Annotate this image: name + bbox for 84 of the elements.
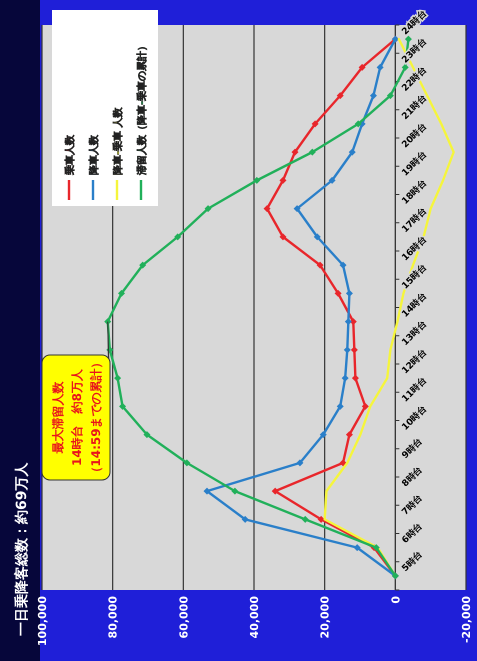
legend-item: 降車人数 [89, 135, 100, 200]
legend-item: 降車-乗車 人数 [113, 107, 124, 200]
y-tick-label: 12時台 [400, 346, 430, 376]
point [204, 488, 211, 495]
point [118, 290, 125, 297]
point [253, 176, 260, 184]
point [346, 431, 353, 438]
point [370, 92, 377, 100]
y-tick-label: 24時台 [400, 8, 430, 38]
point [119, 402, 126, 410]
y-tick-label: 15時台 [400, 262, 430, 292]
point [231, 488, 238, 495]
point [174, 233, 182, 240]
point [316, 262, 324, 269]
y-tick-label: 23時台 [400, 36, 430, 66]
point [342, 374, 349, 382]
x-tick-label: 60,000 [177, 596, 190, 638]
x-tick-label: 40,000 [248, 596, 261, 638]
point [143, 431, 150, 438]
y-tick-label: 18時台 [400, 177, 430, 207]
point [328, 176, 336, 184]
point [139, 262, 146, 269]
legend-item: 滞留人数（降車-乗車の累計） [137, 40, 148, 200]
point [404, 36, 412, 43]
point [183, 459, 190, 466]
annotation: （14:59までの累計） [89, 356, 103, 479]
point [302, 516, 309, 523]
annotation: 14時台 約8万人 [70, 368, 84, 466]
x-tick-label: -20,000 [460, 596, 473, 644]
y-tick-label: 16時台 [400, 234, 430, 264]
y-tick-label: 5時台 [400, 549, 425, 574]
point [336, 92, 344, 100]
y-tick-label: 17時台 [400, 206, 430, 235]
point [314, 233, 321, 240]
point [264, 205, 271, 212]
point [204, 205, 212, 212]
point [296, 459, 304, 466]
y-tick-label: 9時台 [400, 436, 425, 461]
y-tick-label: 22時台 [400, 64, 430, 94]
point [348, 148, 356, 156]
point [350, 346, 358, 354]
x-tick-label: 20,000 [318, 596, 332, 638]
text: 一日乗降客総数：約69万人 [13, 462, 30, 636]
y-tick-label: 13時台 [400, 318, 430, 348]
x-tick-label: 100,000 [36, 596, 49, 646]
point [354, 120, 362, 128]
point [346, 290, 353, 297]
point [279, 233, 286, 240]
y-tick-label: 21時台 [400, 92, 430, 122]
point [344, 346, 351, 354]
annotation: 最大滞留人数 [51, 380, 65, 454]
point [272, 488, 279, 495]
point [376, 64, 384, 71]
point [358, 64, 366, 71]
point [294, 205, 301, 212]
point [402, 64, 409, 71]
point [354, 544, 361, 552]
y-tick-label: 20時台 [400, 120, 430, 150]
point [336, 402, 344, 410]
y-tick-label: 8時台 [400, 464, 425, 490]
legend-item: 乗車人数 [65, 135, 76, 200]
point [242, 516, 249, 523]
y-tick-label: 19時台 [400, 149, 430, 178]
x-tick-label: 80,000 [106, 596, 120, 638]
point [386, 92, 394, 100]
y-tick-label: 14時台 [400, 290, 430, 320]
y-tick-label: 11時台 [400, 375, 430, 404]
point [352, 374, 359, 382]
point [279, 176, 286, 184]
point [362, 402, 369, 410]
y-tick-label: 6時台 [400, 520, 425, 546]
point [114, 374, 122, 382]
point [334, 290, 342, 297]
point [312, 120, 319, 128]
point [340, 459, 347, 466]
point [350, 318, 357, 326]
point [340, 262, 347, 269]
y-tick-label: 10時台 [400, 403, 430, 433]
point [320, 431, 327, 438]
point [291, 148, 298, 156]
point [344, 318, 352, 326]
x-tick-label: 0 [389, 596, 402, 604]
y-tick-label: 7時台 [400, 492, 425, 518]
point [308, 148, 316, 156]
